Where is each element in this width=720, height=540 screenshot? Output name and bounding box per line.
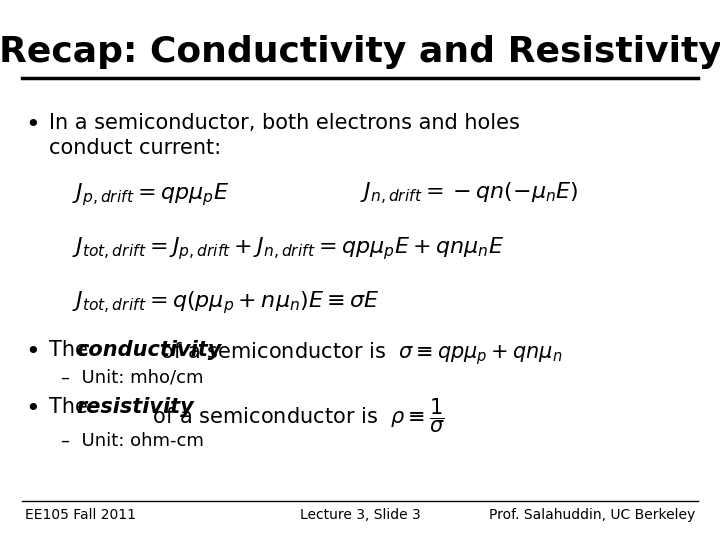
Text: of a semiconductor is  $\sigma \equiv qp\mu_p + qn\mu_n$: of a semiconductor is $\sigma \equiv qp\… [154,340,562,367]
Text: •: • [25,397,40,421]
Text: $J_{\mathit{tot,drift}} = q(p\mu_p + n\mu_n)E \equiv \sigma E$: $J_{\mathit{tot,drift}} = q(p\mu_p + n\m… [72,289,380,316]
Text: –  Unit: ohm-cm: – Unit: ohm-cm [61,432,204,450]
Text: conductivity: conductivity [76,340,222,360]
Text: In a semiconductor, both electrons and holes: In a semiconductor, both electrons and h… [49,113,520,133]
Text: $J_{p,\mathit{drift}} = qp\mu_p E$: $J_{p,\mathit{drift}} = qp\mu_p E$ [72,181,229,208]
Text: of a semiconductor is  $\rho \equiv \dfrac{1}{\sigma}$: of a semiconductor is $\rho \equiv \dfra… [146,397,445,435]
Text: –  Unit: mho/cm: – Unit: mho/cm [61,368,204,386]
Text: The: The [49,397,94,417]
Text: •: • [25,340,40,364]
Text: $J_{n,\mathit{drift}} = -qn(-\mu_n E)$: $J_{n,\mathit{drift}} = -qn(-\mu_n E)$ [360,181,578,207]
Text: conduct current:: conduct current: [49,138,221,158]
Text: Recap: Conductivity and Resistivity: Recap: Conductivity and Resistivity [0,35,720,69]
Text: The: The [49,340,94,360]
Text: Prof. Salahuddin, UC Berkeley: Prof. Salahuddin, UC Berkeley [489,508,695,522]
Text: Lecture 3, Slide 3: Lecture 3, Slide 3 [300,508,420,522]
Text: •: • [25,113,40,137]
Text: $J_{\mathit{tot,drift}} = J_{p,\mathit{drift}} + J_{n,\mathit{drift}} = qp\mu_p : $J_{\mathit{tot,drift}} = J_{p,\mathit{d… [72,235,504,262]
Text: EE105 Fall 2011: EE105 Fall 2011 [25,508,136,522]
Text: resistivity: resistivity [76,397,194,417]
